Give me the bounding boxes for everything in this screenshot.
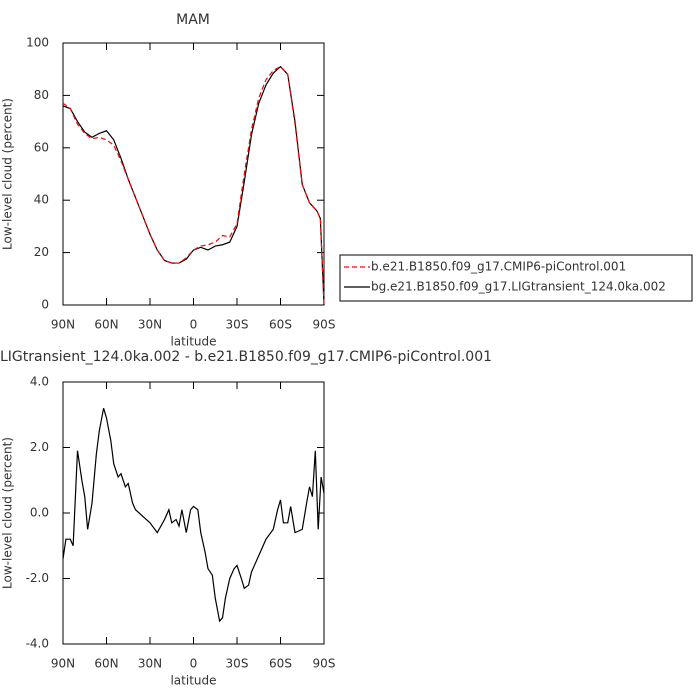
y-tick-label: 0.0 [30, 506, 49, 520]
chart-title: MAM [176, 12, 210, 28]
x-tick-label: 30N [138, 657, 162, 671]
x-tick-label: 90N [51, 318, 75, 332]
y-tick-label: 4.0 [30, 375, 49, 389]
y-tick-label: 20 [34, 245, 49, 259]
y-tick-label: 40 [34, 193, 49, 207]
x-tick-label: 0 [190, 318, 198, 332]
y-axis-label: Low-level cloud (percent) [1, 98, 15, 250]
x-axis-label: latitude [170, 674, 216, 688]
x-tick-label: 90N [51, 657, 75, 671]
x-axis-label: latitude [170, 335, 216, 349]
data-line [62, 65, 325, 306]
legend-label: bg.e21.B1850.f09_g17.LIGtransient_124.0k… [371, 280, 666, 294]
x-tick-label: 30S [226, 318, 249, 332]
legend-label: b.e21.B1850.f09_g17.CMIP6-piControl.001 [371, 260, 626, 274]
data-line [62, 408, 325, 623]
x-tick-label: 30S [226, 657, 249, 671]
x-tick-label: 30N [138, 318, 162, 332]
data-line [62, 65, 325, 306]
plot-frame [62, 381, 325, 645]
x-tick-label: 60N [94, 318, 118, 332]
x-tick-label: 90S [313, 318, 336, 332]
y-tick-label: 0 [41, 298, 49, 312]
x-tick-label: 60N [94, 657, 118, 671]
chart-title: LIGtransient_124.0ka.002 - b.e21.B1850.f… [0, 349, 492, 365]
y-tick-label: -4.0 [26, 637, 49, 651]
x-tick-label: 60S [269, 318, 292, 332]
y-tick-label: 100 [26, 36, 49, 50]
y-tick-label: 60 [34, 140, 49, 154]
plot-frame [62, 42, 325, 306]
legend-box [339, 254, 693, 302]
y-tick-label: 2.0 [30, 440, 49, 454]
y-axis-label: Low-level cloud (percent) [1, 437, 15, 589]
x-tick-label: 90S [313, 657, 336, 671]
y-tick-label: 80 [34, 88, 49, 102]
x-tick-label: 0 [190, 657, 198, 671]
x-tick-label: 60S [269, 657, 292, 671]
y-tick-label: -2.0 [26, 571, 49, 585]
